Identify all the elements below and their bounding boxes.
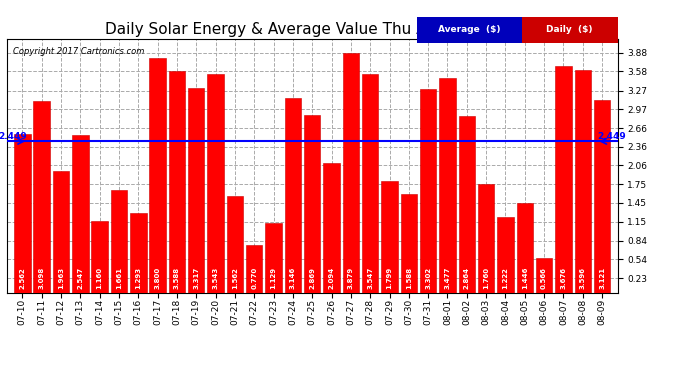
Bar xyxy=(517,203,533,292)
Text: 3.477: 3.477 xyxy=(444,267,451,290)
Bar xyxy=(169,71,185,292)
Bar xyxy=(362,74,378,292)
Text: Copyright 2017 Cartronics.com: Copyright 2017 Cartronics.com xyxy=(13,47,144,56)
Bar xyxy=(420,88,436,292)
Text: 1.129: 1.129 xyxy=(270,267,277,290)
Text: 3.879: 3.879 xyxy=(348,267,354,290)
Text: 3.317: 3.317 xyxy=(193,267,199,290)
Text: 0.770: 0.770 xyxy=(251,267,257,290)
Bar xyxy=(478,184,494,292)
Bar xyxy=(246,245,262,292)
Text: 2.864: 2.864 xyxy=(464,267,470,290)
Text: 3.146: 3.146 xyxy=(290,267,296,290)
Text: 2.562: 2.562 xyxy=(19,268,26,290)
Text: 2.449: 2.449 xyxy=(0,132,27,141)
Bar xyxy=(324,163,339,292)
Text: 3.676: 3.676 xyxy=(560,267,566,290)
Bar xyxy=(34,101,50,292)
Text: 2.094: 2.094 xyxy=(328,267,335,290)
Text: 1.963: 1.963 xyxy=(58,267,64,290)
Bar xyxy=(304,116,320,292)
Text: 1.562: 1.562 xyxy=(232,267,238,290)
Bar xyxy=(285,98,301,292)
Text: 1.661: 1.661 xyxy=(116,267,122,290)
Title: Daily Solar Energy & Average Value Thu Aug 10 19:58: Daily Solar Energy & Average Value Thu A… xyxy=(106,22,519,37)
Bar xyxy=(92,221,108,292)
Text: 3.121: 3.121 xyxy=(599,267,605,290)
Text: 3.547: 3.547 xyxy=(367,267,373,290)
Bar xyxy=(208,74,224,292)
Text: 1.222: 1.222 xyxy=(502,267,509,290)
Bar xyxy=(382,182,397,292)
Bar xyxy=(111,190,127,292)
Text: 3.302: 3.302 xyxy=(425,267,431,290)
FancyBboxPatch shape xyxy=(522,17,618,43)
Bar xyxy=(188,88,204,292)
Bar xyxy=(343,53,359,292)
Bar xyxy=(555,66,571,292)
Text: 2.869: 2.869 xyxy=(309,267,315,290)
Bar xyxy=(440,78,455,292)
Bar xyxy=(575,70,591,292)
Bar xyxy=(594,100,610,292)
Text: 3.596: 3.596 xyxy=(580,267,586,290)
Text: 3.543: 3.543 xyxy=(213,267,219,290)
Bar xyxy=(14,134,30,292)
Text: 1.760: 1.760 xyxy=(483,267,489,290)
Text: 1.293: 1.293 xyxy=(135,267,141,290)
Text: 1.799: 1.799 xyxy=(386,267,393,290)
Text: Average  ($): Average ($) xyxy=(438,26,501,34)
Text: 1.588: 1.588 xyxy=(406,267,412,290)
Text: 3.098: 3.098 xyxy=(39,267,45,290)
Bar xyxy=(266,223,282,292)
Bar xyxy=(459,116,475,292)
Bar xyxy=(536,258,552,292)
Text: 1.160: 1.160 xyxy=(97,267,103,290)
Text: Daily  ($): Daily ($) xyxy=(546,26,593,34)
Text: 1.446: 1.446 xyxy=(522,267,528,290)
Bar xyxy=(130,213,146,292)
Bar xyxy=(227,196,243,292)
Text: 2.449: 2.449 xyxy=(598,132,626,141)
Bar xyxy=(497,217,513,292)
Text: 3.800: 3.800 xyxy=(155,267,161,290)
Bar xyxy=(150,58,166,292)
Bar xyxy=(53,171,69,292)
FancyBboxPatch shape xyxy=(417,17,522,43)
Text: 3.588: 3.588 xyxy=(174,267,180,290)
Bar xyxy=(72,135,88,292)
Text: 0.566: 0.566 xyxy=(541,267,547,290)
Bar xyxy=(401,195,417,292)
Text: 2.547: 2.547 xyxy=(77,267,83,290)
